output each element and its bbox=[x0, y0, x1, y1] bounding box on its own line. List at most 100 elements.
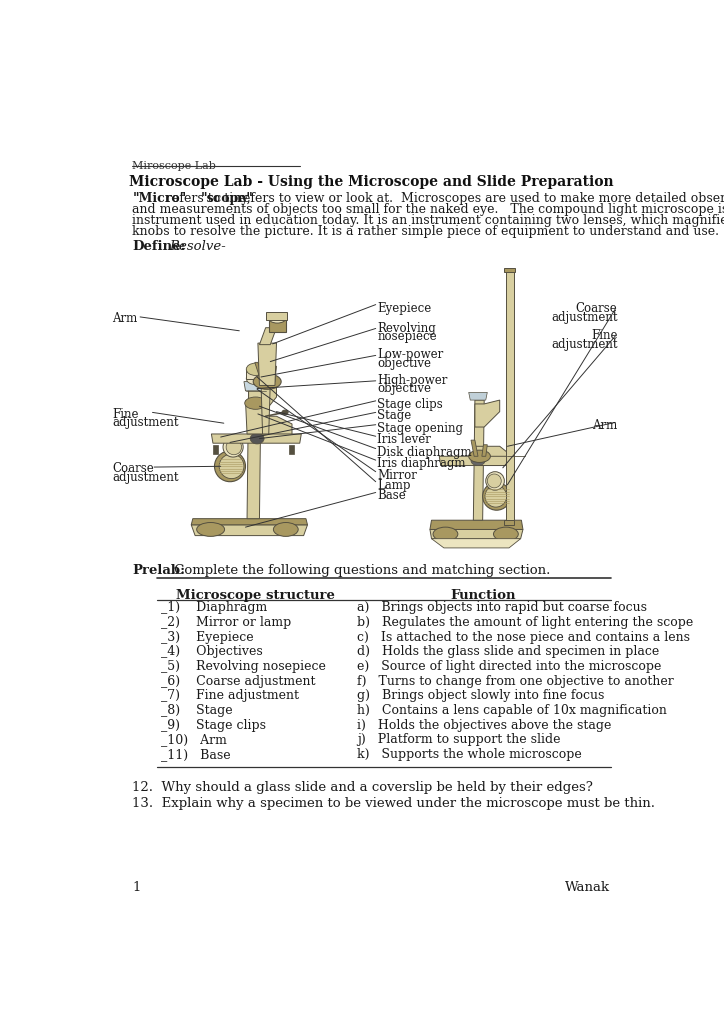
Ellipse shape bbox=[269, 313, 286, 324]
Ellipse shape bbox=[487, 474, 501, 487]
Polygon shape bbox=[191, 519, 308, 525]
Text: 12.  Why should a glass slide and a coverslip be held by their edges?: 12. Why should a glass slide and a cover… bbox=[132, 781, 593, 795]
Text: _6)    Coarse adjustment: _6) Coarse adjustment bbox=[157, 675, 316, 688]
Text: Fine: Fine bbox=[112, 408, 139, 421]
Ellipse shape bbox=[471, 457, 485, 466]
Text: _1)    Diaphragm: _1) Diaphragm bbox=[157, 601, 267, 614]
Text: "scope": "scope" bbox=[201, 193, 253, 205]
Polygon shape bbox=[248, 382, 277, 416]
Ellipse shape bbox=[246, 364, 265, 376]
Text: Function: Function bbox=[450, 589, 515, 602]
Text: Coarse: Coarse bbox=[576, 302, 618, 315]
Text: _10)   Arm: _10) Arm bbox=[157, 733, 227, 746]
Text: c)   Is attached to the nose piece and contains a lens: c) Is attached to the nose piece and con… bbox=[357, 631, 690, 644]
Ellipse shape bbox=[483, 482, 510, 510]
Text: b)   Regulates the amount of light entering the scope: b) Regulates the amount of light enterin… bbox=[357, 616, 694, 629]
Text: knobs to resolve the picture. It is a rather simple piece of equipment to unders: knobs to resolve the picture. It is a ra… bbox=[132, 224, 720, 238]
Text: adjustment: adjustment bbox=[551, 310, 618, 324]
FancyBboxPatch shape bbox=[506, 269, 513, 520]
Text: Microscope structure: Microscope structure bbox=[176, 589, 335, 602]
Text: _7)    Fine adjustment: _7) Fine adjustment bbox=[157, 689, 299, 702]
Polygon shape bbox=[430, 529, 523, 539]
Ellipse shape bbox=[219, 454, 244, 478]
Text: Revolving: Revolving bbox=[377, 322, 436, 335]
Text: Fine: Fine bbox=[591, 330, 618, 342]
Text: refers to tiny,: refers to tiny, bbox=[161, 193, 254, 205]
Text: Define:: Define: bbox=[132, 240, 186, 253]
Ellipse shape bbox=[468, 451, 490, 463]
Text: 13.  Explain why a specimen to be viewed under the microscope must be thin.: 13. Explain why a specimen to be viewed … bbox=[132, 797, 655, 810]
FancyBboxPatch shape bbox=[289, 444, 295, 454]
Text: objective: objective bbox=[377, 357, 432, 370]
Text: High-power: High-power bbox=[377, 374, 447, 387]
Polygon shape bbox=[248, 416, 292, 437]
Text: _4)    Objectives: _4) Objectives bbox=[157, 645, 263, 658]
FancyBboxPatch shape bbox=[505, 267, 515, 272]
Ellipse shape bbox=[226, 439, 242, 455]
Ellipse shape bbox=[214, 451, 245, 481]
Polygon shape bbox=[468, 392, 487, 400]
FancyBboxPatch shape bbox=[506, 466, 510, 474]
Text: objective: objective bbox=[377, 382, 432, 395]
Ellipse shape bbox=[197, 522, 224, 537]
Polygon shape bbox=[439, 457, 513, 466]
Text: "Micro": "Micro" bbox=[132, 193, 187, 205]
Text: Resolve-: Resolve- bbox=[169, 240, 227, 253]
Polygon shape bbox=[255, 362, 264, 382]
Text: Microscope Lab - Using the Microscope and Slide Preparation: Microscope Lab - Using the Microscope an… bbox=[129, 175, 613, 189]
Polygon shape bbox=[430, 520, 523, 529]
Text: Lamp: Lamp bbox=[377, 478, 411, 492]
Ellipse shape bbox=[486, 472, 505, 490]
FancyBboxPatch shape bbox=[266, 312, 287, 319]
Text: Low-power: Low-power bbox=[377, 348, 444, 361]
Polygon shape bbox=[432, 539, 521, 548]
Text: e)   Source of light directed into the microscope: e) Source of light directed into the mic… bbox=[357, 660, 662, 673]
Ellipse shape bbox=[245, 397, 266, 410]
FancyBboxPatch shape bbox=[213, 444, 219, 454]
Text: Stage opening: Stage opening bbox=[377, 422, 463, 434]
Text: Coarse: Coarse bbox=[112, 462, 154, 475]
FancyBboxPatch shape bbox=[246, 370, 265, 379]
FancyBboxPatch shape bbox=[504, 520, 515, 525]
Ellipse shape bbox=[282, 410, 288, 415]
Ellipse shape bbox=[251, 433, 264, 444]
Text: g)   Brings object slowly into fine focus: g) Brings object slowly into fine focus bbox=[357, 689, 605, 702]
Text: _2)    Mirror or lamp: _2) Mirror or lamp bbox=[157, 616, 291, 629]
Polygon shape bbox=[471, 440, 478, 457]
Text: Iris lever: Iris lever bbox=[377, 433, 431, 446]
Text: Base: Base bbox=[377, 489, 406, 503]
Ellipse shape bbox=[246, 373, 265, 385]
Ellipse shape bbox=[253, 374, 281, 389]
Text: and measurements of objects too small for the naked eye.   The compound light mi: and measurements of objects too small fo… bbox=[132, 203, 724, 216]
Polygon shape bbox=[475, 400, 500, 427]
Polygon shape bbox=[245, 400, 267, 434]
Polygon shape bbox=[258, 343, 277, 385]
Text: Eyepiece: Eyepiece bbox=[377, 301, 432, 314]
Text: d)   Holds the glass slide and specimen in place: d) Holds the glass slide and specimen in… bbox=[357, 645, 660, 658]
Text: Wanak: Wanak bbox=[565, 882, 610, 894]
Ellipse shape bbox=[274, 522, 298, 537]
Text: Disk diaphragm: Disk diaphragm bbox=[377, 445, 472, 459]
Text: k)   Supports the whole microscope: k) Supports the whole microscope bbox=[357, 748, 582, 761]
Text: a)   Brings objects into rapid but coarse focus: a) Brings objects into rapid but coarse … bbox=[357, 601, 647, 614]
Polygon shape bbox=[261, 382, 270, 434]
Polygon shape bbox=[270, 367, 277, 382]
Ellipse shape bbox=[494, 527, 518, 541]
Text: Complete the following questions and matching section.: Complete the following questions and mat… bbox=[169, 564, 550, 578]
Text: adjustment: adjustment bbox=[112, 471, 179, 484]
Polygon shape bbox=[473, 400, 484, 520]
Ellipse shape bbox=[485, 485, 507, 507]
Ellipse shape bbox=[223, 437, 243, 457]
Polygon shape bbox=[259, 328, 277, 345]
Polygon shape bbox=[211, 434, 301, 443]
Text: j)   Platform to support the slide: j) Platform to support the slide bbox=[357, 733, 560, 746]
Text: _11)   Base: _11) Base bbox=[157, 748, 231, 761]
FancyBboxPatch shape bbox=[269, 318, 286, 333]
Text: instrument used in education today. It is an instrument containing two lenses, w: instrument used in education today. It i… bbox=[132, 214, 724, 226]
Text: Arm: Arm bbox=[112, 311, 138, 325]
Polygon shape bbox=[482, 444, 487, 457]
Text: i)   Holds the objectives above the stage: i) Holds the objectives above the stage bbox=[357, 719, 612, 731]
Ellipse shape bbox=[433, 527, 458, 541]
Polygon shape bbox=[244, 382, 267, 391]
Text: Stage: Stage bbox=[377, 410, 411, 422]
